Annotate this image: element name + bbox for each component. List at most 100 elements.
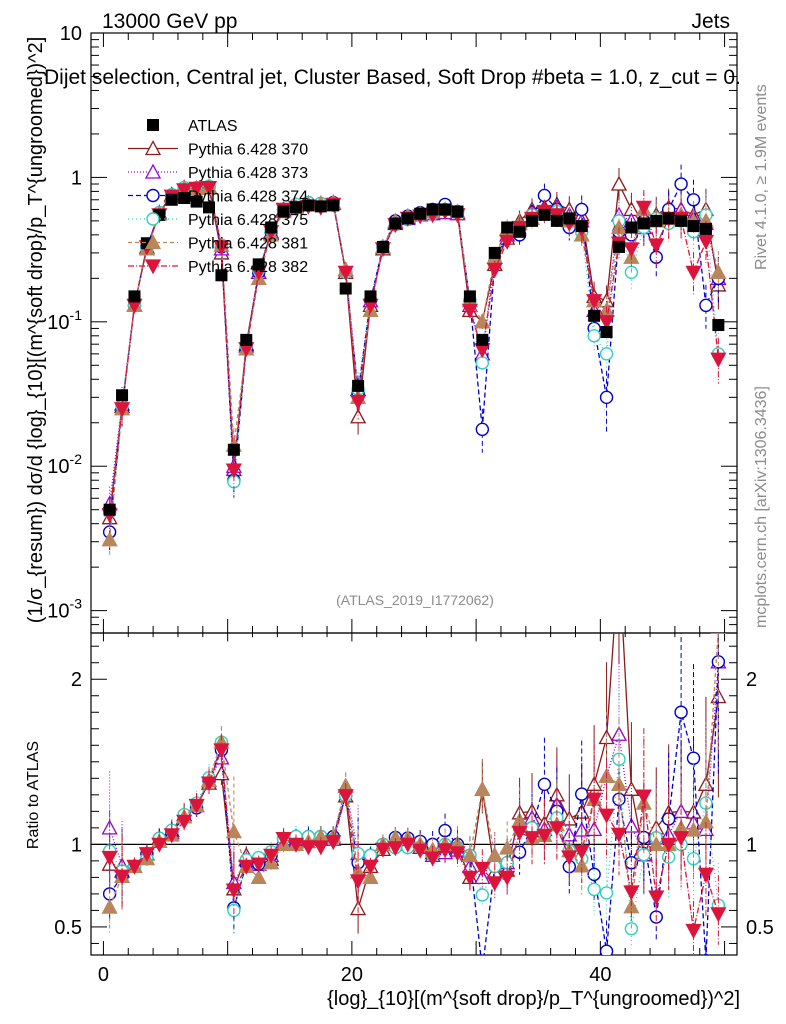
ratio-point xyxy=(573,844,590,860)
ratio-point xyxy=(151,837,168,853)
data-point xyxy=(537,188,552,203)
ratio-point xyxy=(449,846,466,862)
ratio-tick-label: 1 xyxy=(71,834,82,856)
ratio-point xyxy=(113,869,131,885)
legend-label: Pythia 6.428 374 xyxy=(188,189,308,206)
data-point xyxy=(439,203,452,216)
ratio-y-axis-label: Ratio to ATLAS xyxy=(25,741,42,849)
ratio-point xyxy=(699,796,713,810)
ratio-point xyxy=(624,922,639,936)
legend-marker xyxy=(144,163,162,179)
data-point xyxy=(277,205,290,218)
ratio-point xyxy=(697,867,715,883)
data-point xyxy=(598,315,615,331)
ratio-point xyxy=(702,954,710,955)
data-point xyxy=(699,298,713,313)
ratio-point xyxy=(660,837,677,853)
y-axis-label: (1/σ_{resum}) dσ/d {log}_{10}[(m^{soft d… xyxy=(25,37,47,624)
axes-group: 0 20 40 10-3 10-2 10-1 1 10 0.5 0.5 1 1 2 2 xyxy=(47,23,774,986)
data-point xyxy=(225,463,242,479)
legend-marker xyxy=(144,259,162,275)
ratio-series-line xyxy=(109,741,720,929)
legend-entry: Pythia 6.428 382 xyxy=(128,259,308,276)
data-point xyxy=(575,202,589,217)
ratio-series-2 xyxy=(101,633,727,914)
legend: ATLAS Pythia 6.428 370 Pythia 6.428 373 Pyt… xyxy=(128,118,308,276)
ratio-point xyxy=(312,840,329,856)
legend-marker xyxy=(147,119,159,131)
data-point xyxy=(699,222,712,235)
ratio-point xyxy=(674,705,688,719)
ratio-point xyxy=(635,789,652,805)
data-point xyxy=(165,193,178,206)
data-point xyxy=(401,212,414,225)
ratio-plot-frame xyxy=(90,632,738,956)
data-point xyxy=(610,175,628,191)
series-line xyxy=(108,186,720,515)
ratio-point xyxy=(486,847,503,863)
data-point xyxy=(587,329,601,343)
ratio-point xyxy=(697,813,715,829)
ratio-point xyxy=(536,828,553,844)
data-point xyxy=(252,258,265,271)
data-point xyxy=(685,265,702,281)
data-point xyxy=(526,214,539,227)
data-point xyxy=(461,303,478,319)
ratio-point xyxy=(238,859,255,875)
ratio-point xyxy=(673,831,690,847)
ratio-point xyxy=(424,851,441,867)
data-point xyxy=(501,221,514,234)
ratio-point xyxy=(350,874,367,890)
ratio-point xyxy=(225,883,242,899)
ratio-point xyxy=(474,861,491,877)
legend-label: Pythia 6.428 382 xyxy=(188,259,308,276)
data-point xyxy=(314,200,327,213)
data-point xyxy=(101,531,118,547)
data-point xyxy=(376,240,389,253)
data-point xyxy=(625,221,638,234)
ratio-point xyxy=(176,814,193,830)
data-point xyxy=(352,379,365,392)
data-point xyxy=(426,203,439,216)
data-point xyxy=(190,195,203,208)
data-point xyxy=(350,395,367,411)
header-right: Jets xyxy=(691,10,730,33)
legend-entry: Pythia 6.428 370 xyxy=(128,140,308,159)
legend-label: Pythia 6.428 381 xyxy=(188,236,308,253)
ratio-point xyxy=(548,821,565,837)
ratio-series-6 xyxy=(101,728,727,955)
data-point xyxy=(327,199,340,212)
ratio-point xyxy=(610,827,628,843)
data-point xyxy=(475,422,490,437)
data-point xyxy=(215,269,228,282)
ratio-point xyxy=(486,876,503,892)
ratio-tick-label: 0.5 xyxy=(54,917,82,939)
x-tick-label: 20 xyxy=(341,964,363,986)
ratio-point xyxy=(263,848,280,864)
ratio-point xyxy=(599,944,614,955)
ratio-point xyxy=(474,780,491,796)
data-point xyxy=(475,356,490,370)
data-point xyxy=(350,408,367,424)
ratio-point xyxy=(561,850,578,866)
data-point xyxy=(265,221,278,234)
data-point xyxy=(648,238,665,254)
data-point xyxy=(712,319,725,332)
ratio-point xyxy=(213,765,230,781)
ratio-point xyxy=(436,843,454,859)
ratio-point xyxy=(511,825,528,841)
data-point xyxy=(499,234,516,250)
ratio-point xyxy=(200,776,218,792)
ratio-point xyxy=(163,828,180,844)
ratio-point xyxy=(126,859,143,875)
ratio-point xyxy=(648,890,665,906)
data-point xyxy=(463,290,476,303)
ratio-series-line xyxy=(109,633,720,909)
data-point xyxy=(538,208,551,221)
data-point xyxy=(674,177,688,191)
ratio-tick-label-right: 2 xyxy=(746,669,757,691)
ratio-tick-label: 2 xyxy=(71,669,82,691)
ratio-point xyxy=(399,837,416,853)
data-point xyxy=(675,214,688,227)
